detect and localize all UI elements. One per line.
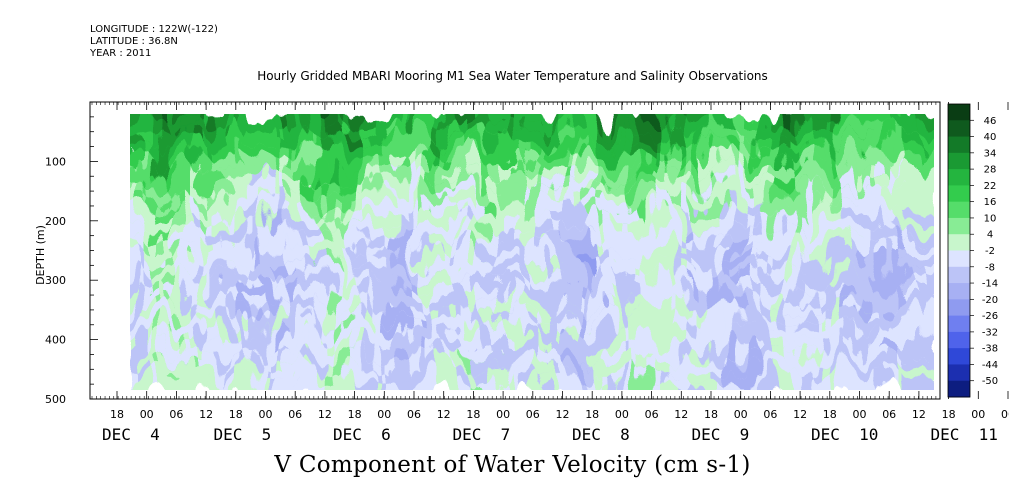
colorbar-swatch bbox=[948, 315, 970, 333]
x-tick-label: 18 bbox=[110, 408, 124, 421]
colorbar-swatch bbox=[948, 169, 970, 186]
variable-title: V Component of Water Velocity (cm s-1) bbox=[274, 452, 751, 478]
heatmap-cells bbox=[130, 114, 934, 390]
x-date-label: DEC 6 bbox=[333, 425, 391, 444]
x-tick-label: 18 bbox=[942, 408, 956, 421]
y-tick-label: 100 bbox=[45, 155, 66, 168]
colorbar-label: -26 bbox=[982, 311, 998, 322]
colorbar-label: 4 bbox=[987, 230, 993, 241]
x-tick-label: 00 bbox=[259, 408, 273, 421]
x-tick-label: 18 bbox=[348, 408, 362, 421]
colorbar: 46 40 34 28 22 16 10 4 -2 -8 -14 -20 -26 -32 -38 -44 -50 bbox=[947, 103, 998, 398]
x-date-label: DEC 4 bbox=[102, 425, 160, 444]
x-minor-ticks bbox=[91, 102, 937, 399]
colorbar-label: 16 bbox=[984, 197, 997, 208]
colorbar-swatch bbox=[948, 136, 970, 154]
heatmap-field bbox=[130, 114, 934, 390]
colorbar-swatch bbox=[948, 380, 970, 398]
x-tick-label: 06 bbox=[526, 408, 540, 421]
x-tick-label: 18 bbox=[229, 408, 243, 421]
x-date-label: DEC 5 bbox=[214, 425, 272, 444]
colorbar-label: 40 bbox=[984, 132, 997, 143]
colorbar-swatch bbox=[948, 120, 970, 138]
colorbar-swatch bbox=[948, 250, 970, 268]
x-tick-label: 06 bbox=[288, 408, 302, 421]
x-tick-label: 18 bbox=[466, 408, 480, 421]
colorbar-label: -38 bbox=[982, 344, 998, 355]
colorbar-swatch bbox=[948, 185, 970, 203]
x-tick-label: 12 bbox=[556, 408, 570, 421]
colorbar-swatch bbox=[948, 266, 970, 284]
x-tick-label: 06 bbox=[169, 408, 183, 421]
colorbar-label: -8 bbox=[985, 262, 995, 273]
x-tick-label: 12 bbox=[318, 408, 332, 421]
chart-title: Hourly Gridded MBARI Mooring M1 Sea Wate… bbox=[257, 69, 768, 83]
y-axis-label: DEPTH (m) bbox=[34, 225, 47, 285]
colorbar-label: 10 bbox=[984, 213, 997, 224]
colorbar-swatch bbox=[948, 331, 970, 349]
x-tick-label: 18 bbox=[704, 408, 718, 421]
colorbar-swatch bbox=[948, 348, 970, 365]
x-tick-label: 00 bbox=[140, 408, 154, 421]
colorbar-swatch bbox=[948, 283, 970, 300]
x-tick-label: 06 bbox=[763, 408, 777, 421]
colorbar-swatch bbox=[948, 234, 970, 251]
x-tick-label: 18 bbox=[823, 408, 837, 421]
y-axis: 100 200 300 400 500 bbox=[45, 116, 98, 406]
x-tick-label: 12 bbox=[793, 408, 807, 421]
colorbar-label: -44 bbox=[982, 360, 998, 371]
colorbar-label: 46 bbox=[984, 116, 997, 127]
x-tick-label: 00 bbox=[615, 408, 629, 421]
metadata-block: LONGITUDE : 122W(-122) LATITUDE : 36.8N … bbox=[90, 24, 218, 60]
colorbar-label: -32 bbox=[982, 327, 998, 338]
latitude-label: LATITUDE : 36.8N bbox=[90, 36, 178, 47]
x-tick-label: 06 bbox=[407, 408, 421, 421]
colorbar-swatch bbox=[948, 201, 970, 219]
colorbar-label: 34 bbox=[984, 148, 997, 159]
y-tick-label: 200 bbox=[45, 215, 66, 228]
x-tick-label: 00 bbox=[971, 408, 985, 421]
x-date-label: DEC 11 bbox=[931, 425, 998, 444]
colorbar-label: -20 bbox=[982, 295, 998, 306]
x-tick-label: 06 bbox=[882, 408, 896, 421]
colorbar-label: -14 bbox=[982, 279, 998, 290]
x-tick-label: 00 bbox=[496, 408, 510, 421]
x-axis: 18 00 06 12 18 00 06 12 18 00 06 12 18 00 06 12 18 00 06 12… bbox=[102, 102, 1009, 444]
x-tick-label: 00 bbox=[734, 408, 748, 421]
colorbar-swatch bbox=[948, 152, 970, 170]
x-tick-label: 12 bbox=[437, 408, 451, 421]
x-tick-label: 00 bbox=[377, 408, 391, 421]
x-tick-label: 18 bbox=[585, 408, 599, 421]
colorbar-swatch bbox=[948, 104, 970, 121]
y-tick-label: 300 bbox=[45, 274, 66, 287]
colorbar-label: -2 bbox=[985, 246, 995, 257]
x-date-label: DEC 7 bbox=[453, 425, 511, 444]
chart-title-container: Hourly Gridded MBARI Mooring M1 Sea Wate… bbox=[0, 69, 1009, 83]
colorbar-label: 22 bbox=[984, 181, 997, 192]
colorbar-swatch bbox=[948, 364, 970, 382]
x-date-label: DEC 9 bbox=[692, 425, 750, 444]
colorbar-label: 28 bbox=[984, 165, 997, 176]
x-date-label: DEC 10 bbox=[811, 425, 878, 444]
colorbar-label: -50 bbox=[982, 376, 998, 387]
x-date-label: DEC 8 bbox=[572, 425, 630, 444]
x-tick-label: 12 bbox=[912, 408, 926, 421]
year-label: YEAR : 2011 bbox=[90, 48, 152, 59]
y-tick-label: 400 bbox=[45, 334, 66, 347]
x-tick-label: 00 bbox=[853, 408, 867, 421]
x-tick-label: 12 bbox=[674, 408, 688, 421]
variable-title-container: V Component of Water Velocity (cm s-1) bbox=[0, 452, 1009, 478]
x-tick-label: 06 bbox=[645, 408, 659, 421]
x-tick-label: 06 bbox=[1001, 408, 1009, 421]
x-tick-label: 12 bbox=[199, 408, 213, 421]
y-tick-label: 500 bbox=[45, 393, 66, 406]
colorbar-swatch bbox=[948, 217, 970, 235]
longitude-label: LONGITUDE : 122W(-122) bbox=[90, 24, 218, 35]
heatmap-cell bbox=[916, 375, 934, 390]
colorbar-swatch bbox=[948, 299, 970, 317]
